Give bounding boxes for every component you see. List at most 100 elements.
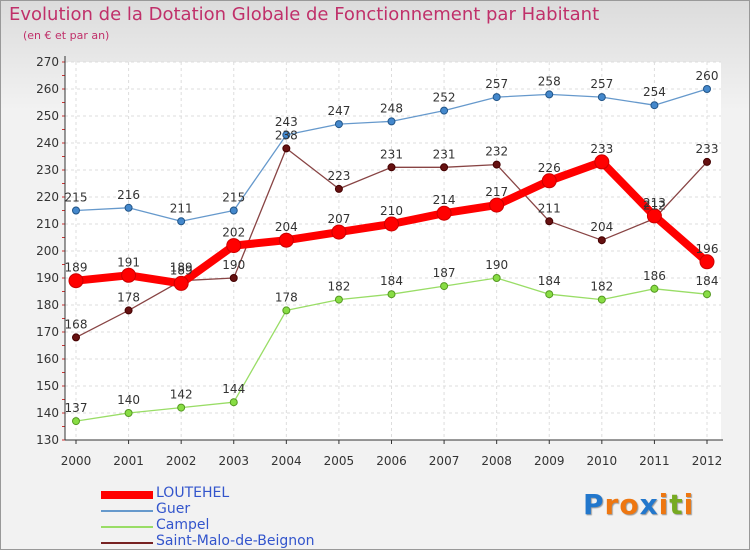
data-label-saint-malo-de-beignon: 238 bbox=[275, 128, 298, 142]
data-point-campel bbox=[545, 290, 554, 299]
data-point-saint-malo-de-beignon bbox=[124, 306, 133, 315]
data-point-loutehel bbox=[436, 205, 452, 221]
legend-label-campel: Campel bbox=[156, 517, 210, 533]
data-label-saint-malo-de-beignon: 231 bbox=[433, 147, 456, 161]
data-label-loutehel: 204 bbox=[275, 220, 298, 234]
data-point-campel bbox=[597, 295, 606, 304]
legend-label-loutehel: LOUTEHEL bbox=[156, 485, 230, 501]
data-point-loutehel bbox=[173, 275, 189, 291]
data-labels: 189 191 189 202 204 207 210 214 217 226 233 213 196 2… bbox=[65, 69, 719, 415]
x-tick-label: 2000 bbox=[61, 454, 92, 468]
y-tick-label: 180 bbox=[36, 298, 59, 312]
data-label-saint-malo-de-beignon: 223 bbox=[327, 169, 350, 183]
data-label-campel: 144 bbox=[222, 382, 245, 396]
data-label-campel: 182 bbox=[590, 280, 613, 294]
data-point-guer bbox=[229, 206, 238, 215]
data-label-loutehel: 196 bbox=[696, 242, 719, 256]
data-point-guer bbox=[387, 117, 396, 126]
data-point-campel bbox=[229, 398, 238, 407]
y-tick-label: 220 bbox=[36, 190, 59, 204]
x-tick-label: 2012 bbox=[692, 454, 723, 468]
data-point-campel bbox=[282, 306, 291, 315]
y-tick-label: 230 bbox=[36, 163, 59, 177]
y-tick-label: 190 bbox=[36, 271, 59, 285]
data-point-campel bbox=[177, 403, 186, 412]
data-point-saint-malo-de-beignon bbox=[282, 144, 291, 153]
x-tick-label: 2009 bbox=[534, 454, 565, 468]
y-tick-label: 150 bbox=[36, 379, 59, 393]
data-label-loutehel: 207 bbox=[327, 212, 350, 226]
y-tick-label: 130 bbox=[36, 433, 59, 447]
data-label-guer: 243 bbox=[275, 115, 298, 129]
y-tick-label: 160 bbox=[36, 352, 59, 366]
chart-title: Evolution de la Dotation Globale de Fonc… bbox=[9, 4, 600, 25]
data-point-guer bbox=[124, 203, 133, 212]
data-label-saint-malo-de-beignon: 190 bbox=[222, 258, 245, 272]
data-point-saint-malo-de-beignon bbox=[72, 333, 80, 342]
data-label-loutehel: 214 bbox=[433, 193, 456, 207]
data-label-guer: 211 bbox=[170, 201, 193, 215]
data-label-saint-malo-de-beignon: 212 bbox=[643, 199, 666, 213]
brand-letter: x bbox=[639, 488, 659, 521]
data-point-loutehel bbox=[594, 154, 610, 170]
x-tick-label: 2005 bbox=[324, 454, 355, 468]
y-tick-label: 170 bbox=[36, 325, 59, 339]
series-lines bbox=[68, 85, 715, 426]
data-point-saint-malo-de-beignon bbox=[387, 163, 396, 172]
x-tick-label: 2011 bbox=[639, 454, 670, 468]
data-label-guer: 252 bbox=[433, 91, 456, 105]
data-label-loutehel: 189 bbox=[170, 263, 193, 277]
data-point-campel bbox=[440, 282, 449, 291]
data-point-loutehel bbox=[699, 254, 715, 270]
brand-letter: r bbox=[604, 488, 620, 521]
data-point-loutehel bbox=[646, 208, 662, 224]
data-label-loutehel: 202 bbox=[222, 226, 245, 240]
x-tick-label: 2002 bbox=[166, 454, 197, 468]
y-tick-label: 250 bbox=[36, 109, 59, 123]
data-label-campel: 142 bbox=[170, 388, 193, 402]
x-tick-label: 2003 bbox=[218, 454, 249, 468]
brand-letter: i bbox=[658, 488, 670, 521]
data-point-saint-malo-de-beignon bbox=[597, 236, 606, 245]
data-point-guer bbox=[282, 130, 291, 139]
data-point-loutehel bbox=[331, 224, 347, 240]
data-label-guer: 247 bbox=[327, 104, 350, 118]
legend-swatch-saint-malo-de-beignon bbox=[101, 542, 153, 544]
data-point-campel bbox=[72, 417, 80, 426]
data-point-loutehel bbox=[541, 173, 557, 189]
data-label-loutehel: 189 bbox=[65, 261, 88, 275]
data-label-guer: 216 bbox=[117, 188, 140, 202]
y-tick-label: 210 bbox=[36, 217, 59, 231]
brand-logo: Proxiti bbox=[583, 488, 694, 521]
data-label-saint-malo-de-beignon: 211 bbox=[538, 201, 561, 215]
x-tick-label: 2007 bbox=[429, 454, 460, 468]
data-label-campel: 137 bbox=[65, 401, 88, 415]
data-label-guer: 257 bbox=[485, 77, 508, 91]
data-point-saint-malo-de-beignon bbox=[440, 163, 449, 172]
data-label-campel: 184 bbox=[696, 274, 719, 288]
data-label-guer: 260 bbox=[696, 69, 719, 83]
data-point-guer bbox=[440, 106, 449, 115]
legend-label-guer: Guer bbox=[156, 501, 191, 517]
data-point-campel bbox=[703, 290, 711, 299]
data-label-campel: 190 bbox=[485, 258, 508, 272]
data-label-loutehel: 213 bbox=[643, 196, 666, 210]
data-point-saint-malo-de-beignon bbox=[492, 160, 501, 169]
data-point-campel bbox=[124, 409, 133, 417]
legend-swatch-campel bbox=[101, 526, 153, 528]
data-label-campel: 182 bbox=[327, 280, 350, 294]
data-point-loutehel bbox=[121, 267, 137, 283]
data-label-saint-malo-de-beignon: 233 bbox=[696, 142, 719, 156]
axes: 130 140 150 160 170 180 190 200 210 220 230 240 250 2… bbox=[36, 55, 723, 468]
legend-swatch-guer bbox=[101, 510, 153, 512]
legend-label-saint-malo-de-beignon: Saint-Malo-de-Beignon bbox=[156, 533, 315, 549]
data-label-guer: 215 bbox=[65, 191, 88, 205]
data-point-guer bbox=[334, 120, 343, 129]
data-label-guer: 257 bbox=[590, 77, 613, 91]
data-label-loutehel: 210 bbox=[380, 204, 403, 218]
brand-letter: t bbox=[669, 488, 684, 521]
data-point-loutehel bbox=[489, 197, 505, 213]
data-label-campel: 187 bbox=[433, 266, 456, 280]
data-label-loutehel: 191 bbox=[117, 255, 140, 269]
